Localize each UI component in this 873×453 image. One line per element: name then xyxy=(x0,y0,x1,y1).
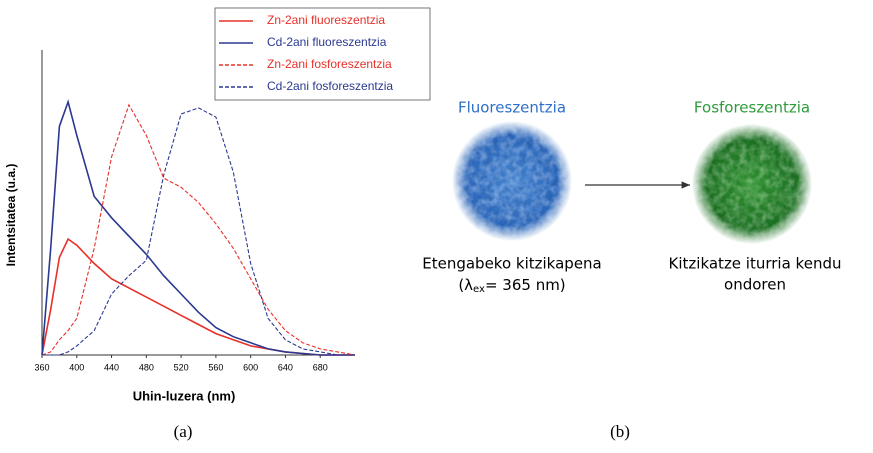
x-tick-label: 680 xyxy=(313,362,328,372)
x-tick-label: 520 xyxy=(174,362,189,372)
caption-part: = 365 nm) xyxy=(485,276,566,294)
caption-part: (λ xyxy=(458,276,473,294)
series-line xyxy=(41,99,355,356)
legend-label: Cd-2ani fosforeszentzia xyxy=(267,79,393,93)
series-line xyxy=(42,107,355,356)
caption-sub: ex xyxy=(473,284,485,295)
x-tick-label: 440 xyxy=(104,362,119,372)
caption-a: (a) xyxy=(174,422,193,441)
series-line xyxy=(41,237,355,356)
x-tick-label: 600 xyxy=(243,362,258,372)
right-title: Fosforeszentzia xyxy=(694,99,810,117)
legend-label: Zn-2ani fluoreszentzia xyxy=(267,13,385,27)
left-caption-2: (λex= 365 nm) xyxy=(458,276,565,296)
fluorescence-sample xyxy=(452,121,572,241)
x-tick-label: 400 xyxy=(69,362,84,372)
x-tick-label: 480 xyxy=(139,362,154,372)
x-tick-label: 360 xyxy=(34,362,49,372)
left-title: Fluoreszentzia xyxy=(458,99,566,117)
chart-a: 360 400 440 480 520 560 600 640 680 Zn-2ani fluor… xyxy=(34,7,431,372)
x-tick-label: 560 xyxy=(208,362,223,372)
panel-b: Fluoreszentzia Fosforeszentzia Etengabek… xyxy=(422,99,841,296)
right-caption: Kitzikatze iturria kendu xyxy=(669,255,842,273)
legend-box xyxy=(214,7,431,101)
series-line xyxy=(41,103,356,356)
legend-label: Zn-2ani fosforeszentzia xyxy=(267,57,392,71)
legend-label: Cd-2ani fluoreszentzia xyxy=(267,35,387,49)
y-axis-label: Intentsitatea (u.a.) xyxy=(4,164,18,267)
caption-b: (b) xyxy=(610,422,630,441)
x-tick-label: 640 xyxy=(278,362,293,372)
x-axis-label: Uhin-luzera (nm) xyxy=(133,388,236,403)
phosphorescence-sample xyxy=(692,124,812,244)
left-caption: Etengabeko kitzikapena xyxy=(422,255,602,273)
right-caption-2: ondoren xyxy=(724,276,786,294)
